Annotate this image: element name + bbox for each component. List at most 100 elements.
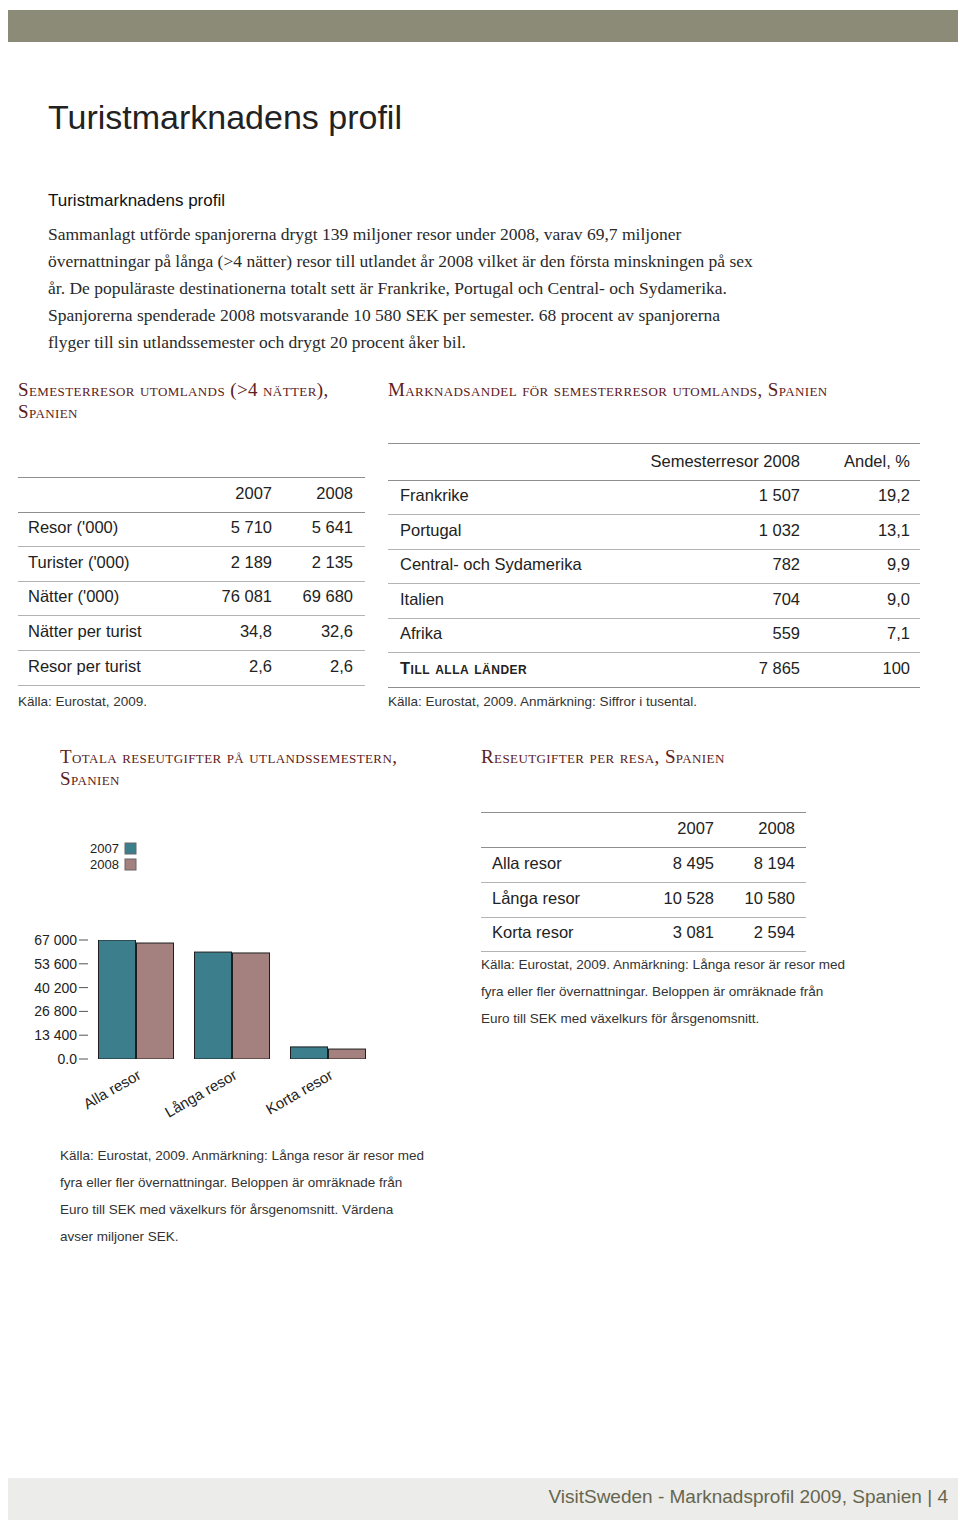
table-top-rule — [388, 443, 920, 444]
table-cell: 2 594 — [695, 923, 795, 942]
row-label: Alla resor — [492, 854, 642, 873]
chart-note: fyra eller fler övernattningar. Beloppen… — [60, 1175, 500, 1190]
bar — [291, 1047, 328, 1059]
row-label: Turister ('000) — [28, 553, 228, 572]
table-cell: 5 710 — [172, 518, 272, 537]
total-cell: 100 — [790, 659, 910, 678]
row-label: Nätter ('000) — [28, 587, 228, 606]
column-header: Andel, % — [690, 452, 910, 471]
y-tick — [79, 1059, 88, 1060]
table-header-rule — [388, 480, 920, 481]
bar — [233, 953, 270, 1059]
row-rule — [481, 951, 806, 952]
table-cell: 3 081 — [614, 923, 714, 942]
column-header: 2008 — [695, 819, 795, 838]
row-label: Central- och Sydamerika — [400, 555, 660, 574]
table-top-rule — [481, 812, 806, 813]
table-cell: 1 032 — [680, 521, 800, 540]
row-rule — [388, 618, 920, 619]
chart-note: Källa: Eurostat, 2009. Anmärkning: Långa… — [60, 1148, 500, 1163]
column-header: Semesterresor 2008 — [580, 452, 800, 471]
row-label: Italien — [400, 590, 660, 609]
legend-label: 2008 — [90, 857, 119, 872]
table-cell: 69 680 — [253, 587, 353, 606]
total-label: Till alla länder — [400, 659, 660, 678]
table-source: Källa: Eurostat, 2009. — [18, 694, 378, 709]
table-cell: 9,9 — [790, 555, 910, 574]
column-header: 2007 — [172, 484, 272, 503]
row-rule — [388, 583, 920, 584]
y-tick — [79, 987, 88, 988]
chart-svg: 0.013 40026 80040 20053 60067 000Alla re… — [0, 0, 960, 1520]
y-tick — [79, 940, 88, 941]
row-label: Frankrike — [400, 486, 660, 505]
row-rule — [388, 514, 920, 515]
table-cell: 19,2 — [790, 486, 910, 505]
table-title: Reseutgifter per resa, Spanien — [481, 746, 941, 768]
y-tick — [79, 1035, 88, 1036]
row-rule — [481, 882, 806, 883]
y-tick-label: 13 400 — [34, 1027, 77, 1043]
table-cell: 7,1 — [790, 624, 910, 643]
section-heading: Turistmarknadens profil — [48, 191, 648, 211]
y-tick-label: 53 600 — [34, 956, 77, 972]
y-tick-label: 40 200 — [34, 980, 77, 996]
table-cell: 2 135 — [253, 553, 353, 572]
table-cell: 34,8 — [172, 622, 272, 641]
row-label: Portugal — [400, 521, 660, 540]
x-tick-label: Alla resor — [80, 1066, 143, 1112]
table-cell: 76 081 — [172, 587, 272, 606]
table-cell: 8 194 — [695, 854, 795, 873]
table-cell: 782 — [680, 555, 800, 574]
table-note: Källa: Eurostat, 2009. Anmärkning: Långa… — [481, 957, 921, 972]
row-label: Långa resor — [492, 889, 642, 908]
table-cell: 10 580 — [695, 889, 795, 908]
row-label: Afrika — [400, 624, 660, 643]
x-tick-label: Långa resor — [162, 1066, 240, 1121]
legend-swatch — [125, 843, 136, 854]
y-tick — [79, 963, 88, 964]
column-header: 2008 — [253, 484, 353, 503]
x-tick-label: Korta resor — [263, 1066, 336, 1118]
intro-line: övernattningar på långa (>4 nätter) reso… — [48, 251, 948, 272]
intro-line: Sammanlagt utförde spanjorerna drygt 139… — [48, 224, 948, 245]
intro-line: flyger till sin utlandssemester och dryg… — [48, 332, 948, 353]
table-source: Källa: Eurostat, 2009. Anmärkning: Siffr… — [388, 694, 928, 709]
table-cell: 32,6 — [253, 622, 353, 641]
bars — [99, 940, 366, 1059]
table-title: Marknadsandel för semesterresor utomland… — [388, 379, 948, 401]
total-cell: 7 865 — [680, 659, 800, 678]
chart-note: avser miljoner SEK. — [60, 1229, 500, 1244]
table-title: Semesterresor utomlands (>4 nätter), Spa… — [18, 379, 378, 423]
row-label: Korta resor — [492, 923, 642, 942]
table-cell: 9,0 — [790, 590, 910, 609]
table-cell: 559 — [680, 624, 800, 643]
table-cell: 2 189 — [172, 553, 272, 572]
intro-line: år. De populäraste destinationerna total… — [48, 278, 948, 299]
bar — [99, 940, 136, 1059]
row-label: Resor ('000) — [28, 518, 228, 537]
legend-swatch — [125, 859, 136, 870]
table-top-rule — [18, 477, 365, 478]
page: Turistmarknadens profil Turistmarknadens … — [0, 0, 960, 1520]
column-header: 2007 — [614, 819, 714, 838]
footer-text: VisitSweden - Marknadsprofil 2009, Spani… — [348, 1486, 948, 1508]
y-tick-label: 67 000 — [34, 932, 77, 948]
y-tick — [79, 1011, 88, 1012]
row-rule — [18, 581, 365, 582]
table-cell: 2,6 — [172, 657, 272, 676]
page-title: Turistmarknadens profil — [48, 98, 848, 137]
chart-note: Euro till SEK med växelkurs för årsgenom… — [60, 1202, 500, 1217]
table-header-rule — [481, 847, 806, 848]
table-header-rule — [18, 512, 365, 513]
row-rule — [18, 685, 365, 686]
row-rule — [388, 652, 920, 653]
row-rule — [18, 546, 365, 547]
table-cell: 13,1 — [790, 521, 910, 540]
bar — [137, 943, 174, 1059]
table-cell: 8 495 — [614, 854, 714, 873]
intro-line: Spanjorerna spenderade 2008 motsvarande … — [48, 305, 948, 326]
table-note: Euro till SEK med växelkurs för årsgenom… — [481, 1011, 921, 1026]
bar — [329, 1049, 366, 1059]
table-bottom-rule — [388, 687, 920, 688]
